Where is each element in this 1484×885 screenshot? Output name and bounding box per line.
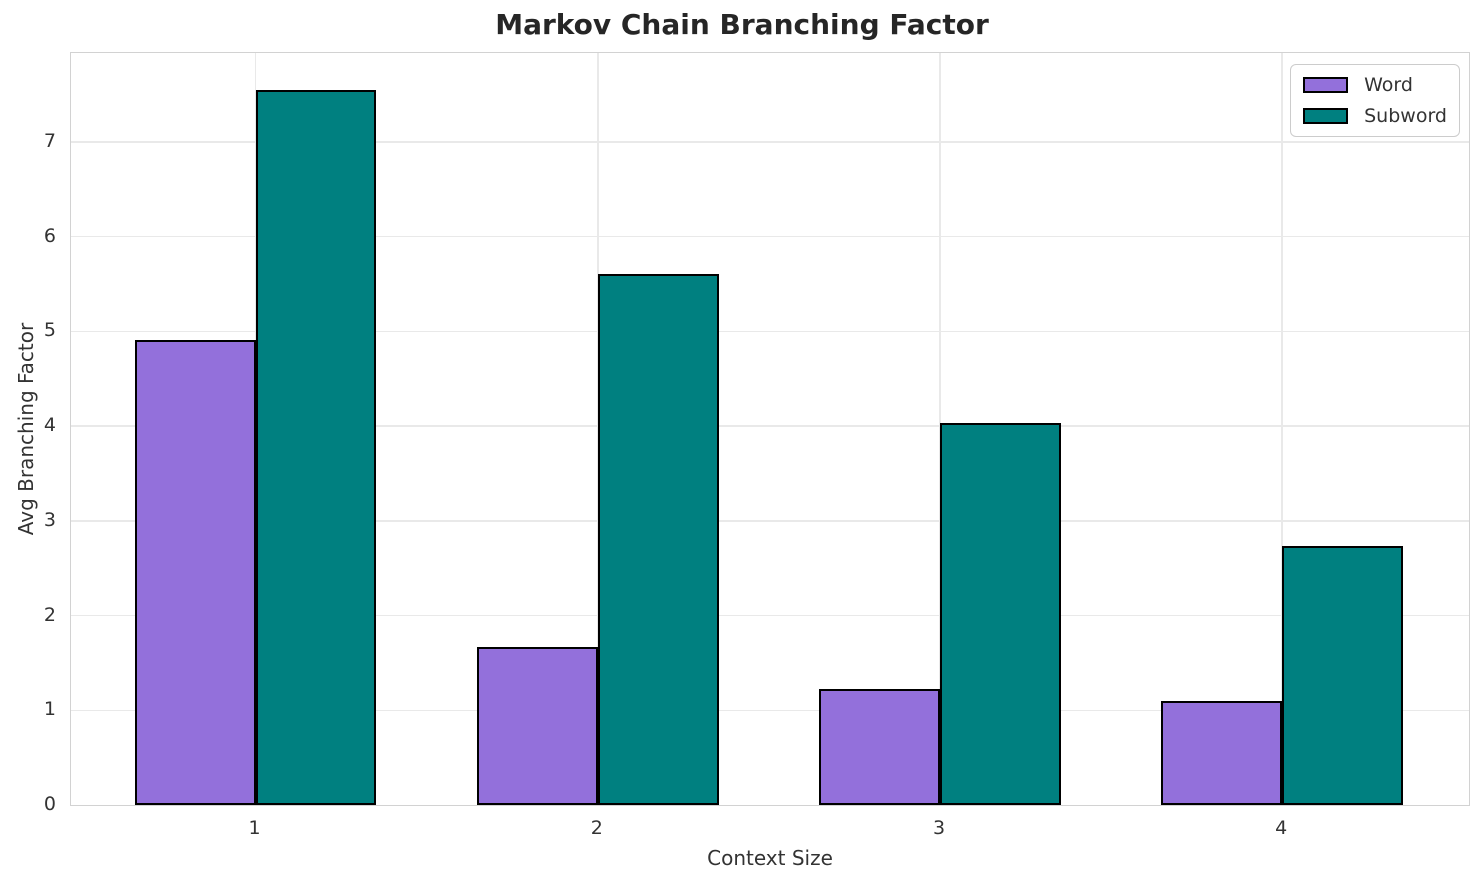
gridline-y-1	[71, 709, 1469, 712]
gridline-y-2	[71, 614, 1469, 617]
bar-subword-3	[939, 423, 1061, 805]
y-tick-label-5: 5	[43, 319, 56, 342]
gridline-y-4	[71, 425, 1469, 427]
bar-subword-1	[255, 89, 377, 805]
y-tick-label-1: 1	[43, 698, 56, 721]
y-tick-label-0: 0	[43, 793, 56, 815]
gridline-y-5	[71, 330, 1469, 333]
bar-word-2	[476, 646, 598, 805]
x-tick-label-3: 3	[932, 817, 946, 839]
bar-word-1	[134, 339, 256, 805]
x-tick-label-1: 1	[248, 817, 261, 839]
y-tick-label-4: 4	[43, 414, 56, 437]
x-axis-label: Context Size	[707, 846, 833, 870]
gridline-y-6	[71, 235, 1469, 238]
legend-item-word: Word	[1303, 74, 1447, 96]
bar-word-3	[819, 689, 940, 805]
gridline-y-3	[71, 520, 1469, 522]
x-tick-label-4: 4	[1275, 817, 1288, 839]
legend: Word Subword	[1290, 64, 1460, 137]
word-swatch-icon	[1303, 77, 1349, 93]
subword-swatch-icon	[1303, 108, 1349, 124]
plot-area: Word Subword	[70, 52, 1470, 806]
bar-subword-4	[1282, 545, 1403, 805]
y-tick-label-2: 2	[43, 603, 56, 626]
bar-word-4	[1161, 700, 1283, 805]
legend-item-subword: Subword	[1303, 105, 1447, 127]
y-tick-label-6: 6	[43, 224, 56, 247]
legend-label-word: Word	[1364, 74, 1413, 96]
bar-subword-2	[597, 273, 719, 805]
x-tick-label-2: 2	[590, 817, 603, 839]
gridline-x-4	[1281, 53, 1283, 805]
y-tick-label-7: 7	[43, 130, 56, 153]
chart-title: Markov Chain Branching Factor	[495, 8, 989, 41]
legend-label-subword: Subword	[1364, 105, 1447, 127]
gridline-y-7	[71, 141, 1469, 143]
y-tick-label-3: 3	[43, 508, 56, 531]
y-axis-label: Avg Branching Factor	[14, 322, 38, 536]
